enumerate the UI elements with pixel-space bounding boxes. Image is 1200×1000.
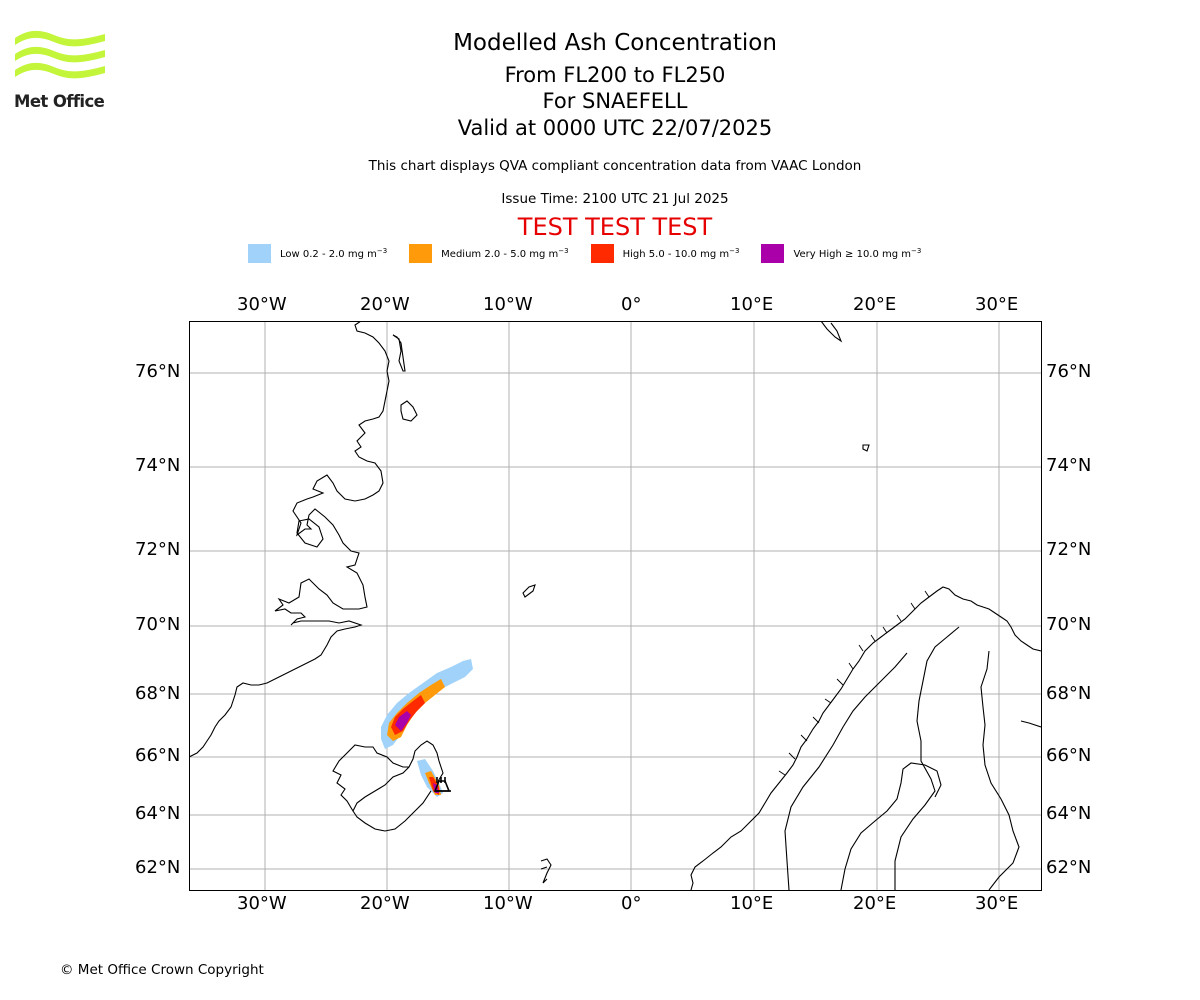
greenland-coastline — [189, 321, 390, 758]
legend-item-medium: Medium 2.0 - 5.0 mg m−3 — [409, 243, 569, 263]
lat-tick-right: 68°N — [1046, 683, 1092, 704]
legend-item-high: High 5.0 - 10.0 mg m−3 — [590, 243, 740, 263]
legend-unit-exponent: −3 — [376, 246, 388, 255]
lon-tick-top: 0° — [621, 294, 642, 315]
lon-tick-bottom: 20°W — [360, 893, 410, 914]
lat-tick-right: 66°N — [1046, 745, 1092, 766]
iceland-coastline — [352, 740, 444, 832]
legend-unit-exponent: −3 — [729, 246, 740, 255]
lat-tick-left: 76°N — [135, 361, 181, 382]
greenland-island-north — [400, 400, 418, 422]
legend-label-very-high: Very High ≥ 10.0 mg m — [793, 248, 912, 260]
finland-russia-border — [980, 650, 1020, 890]
lon-tick-bottom: 0° — [621, 893, 642, 914]
norway-coastline — [690, 586, 1041, 890]
lat-tick-right: 62°N — [1046, 857, 1092, 878]
chart-title: Modelled Ash Concentration — [453, 30, 777, 56]
lat-tick-right: 76°N — [1046, 361, 1092, 382]
greenland-inlet — [392, 334, 406, 372]
graticule — [189, 321, 1041, 890]
lat-tick-left: 72°N — [135, 539, 181, 560]
legend-swatch-low — [248, 243, 271, 263]
valid-time: Valid at 0000 UTC 22/07/2025 — [457, 116, 773, 140]
legend-item-low: Low 0.2 - 2.0 mg m−3 — [248, 243, 388, 263]
copyright-notice: © Met Office Crown Copyright — [60, 962, 264, 978]
flight-level-range: From FL200 to FL250 — [504, 63, 726, 87]
lat-tick-left: 66°N — [135, 745, 181, 766]
logo-text: Met Office — [14, 92, 105, 111]
issue-time: Issue Time: 2100 UTC 21 Jul 2025 — [501, 191, 729, 207]
sweden-finland-border — [894, 626, 960, 890]
lon-tick-bottom: 30°W — [237, 893, 287, 914]
lon-tick-top: 30°E — [975, 294, 1019, 315]
legend-item-very-high: Very High ≥ 10.0 mg m−3 — [761, 243, 922, 263]
lat-tick-left: 74°N — [135, 455, 181, 476]
lon-tick-bottom: 30°E — [975, 893, 1019, 914]
legend-label-high: High 5.0 - 10.0 mg m — [622, 248, 730, 260]
lon-tick-top: 20°E — [853, 294, 897, 315]
lon-tick-top: 10°W — [483, 294, 533, 315]
lon-tick-top: 10°E — [730, 294, 774, 315]
lon-tick-bottom: 10°E — [730, 893, 774, 914]
volcano-marker-icon — [433, 777, 451, 792]
lon-tick-top: 20°W — [360, 294, 410, 315]
greenland-island-east — [296, 518, 324, 548]
bjornoya-island — [862, 444, 870, 452]
legend-unit-exponent: −3 — [558, 246, 569, 255]
legend-swatch-medium — [409, 243, 433, 263]
lat-tick-right: 74°N — [1046, 455, 1092, 476]
legend-swatch-high — [590, 243, 614, 263]
chart-description: This chart displays QVA compliant concen… — [368, 158, 862, 174]
norway-fjords — [778, 590, 930, 776]
lon-tick-bottom: 20°E — [853, 893, 897, 914]
finland-coast-bothnia — [840, 762, 942, 890]
svalbard-coastline — [820, 321, 843, 343]
legend-unit-exponent: −3 — [911, 246, 922, 255]
lat-tick-left: 70°N — [135, 614, 181, 635]
legend-swatch-very-high — [761, 243, 785, 263]
ash-map[interactable] — [189, 321, 1041, 890]
map-canvas — [189, 321, 1041, 890]
met-office-wave-logo-icon — [15, 30, 105, 79]
sweden-norway-border — [784, 652, 908, 890]
ash-zone-very-high — [395, 711, 411, 731]
legend-label-low: Low 0.2 - 2.0 mg m — [280, 248, 377, 260]
lat-tick-left: 64°N — [135, 803, 181, 824]
iceland-westfjords — [332, 744, 409, 812]
kola-coast — [1020, 720, 1041, 728]
jan-mayen-island — [522, 584, 536, 598]
lat-tick-right: 64°N — [1046, 803, 1092, 824]
legend-label-medium: Medium 2.0 - 5.0 mg m — [441, 248, 559, 260]
lon-tick-bottom: 10°W — [483, 893, 533, 914]
lat-tick-right: 70°N — [1046, 614, 1092, 635]
met-office-logo: Met Office — [14, 30, 109, 112]
lat-tick-left: 68°N — [135, 683, 181, 704]
lon-tick-top: 30°W — [237, 294, 287, 315]
lat-tick-left: 62°N — [135, 857, 181, 878]
test-banner: TEST TEST TEST — [517, 213, 713, 241]
faroe-islands — [540, 858, 552, 884]
concentration-legend: Low 0.2 - 2.0 mg m−3 Medium 2.0 - 5.0 mg… — [248, 243, 943, 263]
lat-tick-right: 72°N — [1046, 539, 1092, 560]
volcano-name: For SNAEFELL — [542, 89, 688, 113]
